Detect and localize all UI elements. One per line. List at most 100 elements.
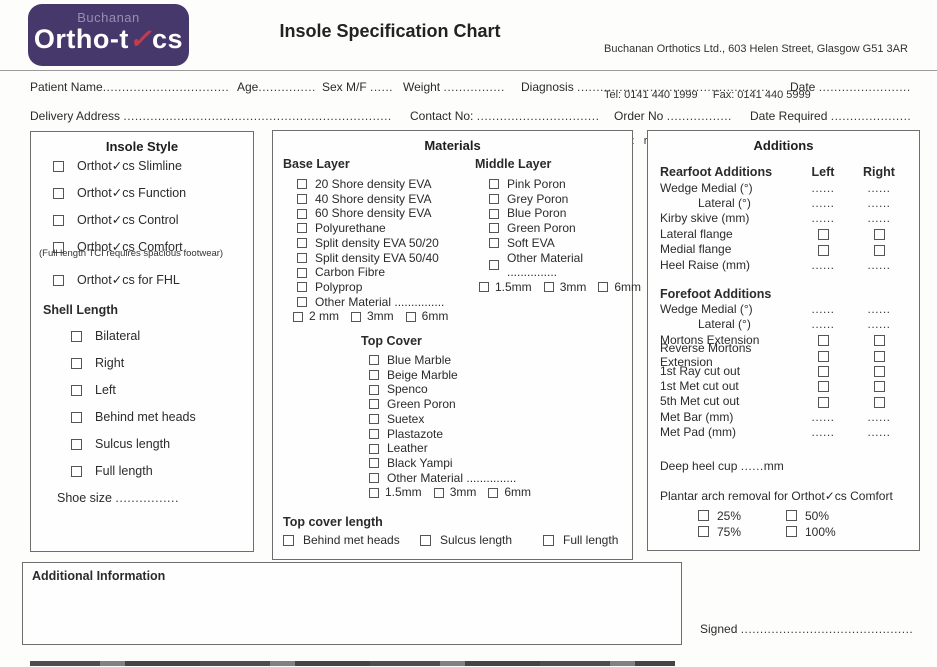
- kirby-skive-right-blank[interactable]: ......: [867, 211, 891, 226]
- checkbox-plantar-100[interactable]: [786, 526, 797, 538]
- checkbox-1st-ray-cut-out-right[interactable]: [873, 365, 885, 377]
- rearfoot-wedge-medial-right-blank[interactable]: ......: [867, 180, 891, 195]
- rearfoot-wedge-lateral-left-blank[interactable]: ......: [811, 196, 835, 211]
- checkbox-1st-met-cut-out-right[interactable]: [873, 381, 885, 393]
- checkbox-base-2mm[interactable]: [293, 311, 303, 322]
- rearfoot-wedge-medial-left-blank[interactable]: ......: [811, 180, 835, 195]
- heel-raise-right-blank[interactable]: ......: [867, 257, 891, 272]
- checkbox-polyurethane[interactable]: [297, 223, 307, 234]
- checkbox-bilateral[interactable]: [71, 331, 82, 342]
- checkbox-mortons-extension-right[interactable]: [873, 335, 885, 347]
- checkbox-top-6mm[interactable]: [488, 487, 499, 498]
- checkbox-sulcus-length[interactable]: [71, 439, 82, 450]
- checkbox-right[interactable]: [71, 358, 82, 369]
- age-blank[interactable]: ...............: [258, 80, 316, 94]
- checkbox-orthotics-fhl[interactable]: [53, 275, 64, 286]
- checkbox-tcl-full-length[interactable]: [543, 534, 554, 546]
- checkbox-base-6mm[interactable]: [405, 311, 416, 322]
- checkbox-top-1-5mm[interactable]: [369, 487, 379, 498]
- checkbox-plantar-25[interactable]: [698, 510, 709, 522]
- forefoot-wedge-medial-right-blank[interactable]: ......: [867, 302, 891, 317]
- checkbox-grey-poron[interactable]: [489, 194, 499, 205]
- checkbox-orthotics-slimline[interactable]: [53, 161, 64, 172]
- checkbox-green-poron-middle[interactable]: [489, 223, 499, 234]
- order-no-blank[interactable]: .................: [666, 109, 732, 123]
- checkbox-orthotics-comfort[interactable]: [53, 242, 64, 253]
- checkbox-20-shore-eva[interactable]: [297, 179, 307, 190]
- checkbox-polyprop[interactable]: [297, 282, 307, 293]
- checkbox-5th-met-cut-out-left[interactable]: [817, 396, 829, 408]
- checkbox-tcl-sulcus-length[interactable]: [420, 534, 431, 546]
- checkbox-middle-other-material[interactable]: [489, 260, 499, 271]
- checkbox-left[interactable]: [71, 385, 82, 396]
- checkbox-soft-eva[interactable]: [489, 238, 499, 249]
- checkbox-tcl-behind-met-heads[interactable]: [283, 534, 294, 546]
- checkbox-blue-poron[interactable]: [489, 208, 499, 219]
- checkbox-spenco[interactable]: [369, 384, 379, 395]
- checkbox-medial-flange-right[interactable]: [873, 244, 885, 256]
- checkbox-pink-poron[interactable]: [489, 179, 499, 190]
- additional-information-box[interactable]: Additional Information: [22, 562, 682, 645]
- checkbox-blue-marble[interactable]: [369, 355, 379, 366]
- weight-blank[interactable]: ................: [443, 80, 505, 94]
- shell-length-option: Full length: [71, 464, 253, 479]
- checkbox-5th-met-cut-out-right[interactable]: [873, 396, 885, 408]
- heel-raise-left-blank[interactable]: ......: [811, 257, 835, 272]
- met-bar-left-blank[interactable]: ......: [811, 409, 835, 424]
- checkbox-carbon-fibre[interactable]: [297, 267, 307, 278]
- checkbox-behind-met-heads[interactable]: [71, 412, 82, 423]
- checkbox-middle-1-5mm[interactable]: [479, 282, 489, 293]
- contact-no-blank[interactable]: ................................: [476, 109, 600, 123]
- forefoot-wedge-medial-left-blank[interactable]: ......: [811, 302, 835, 317]
- met-bar-right-blank[interactable]: ......: [867, 409, 891, 424]
- option-label: Sulcus length: [95, 437, 171, 451]
- checkbox-black-yampi[interactable]: [369, 458, 379, 469]
- checkbox-orthotics-function[interactable]: [53, 188, 64, 199]
- checkbox-plantar-50[interactable]: [786, 510, 797, 522]
- checkbox-base-3mm[interactable]: [351, 311, 361, 322]
- date-required-blank[interactable]: .....................: [830, 109, 912, 123]
- checkbox-60-shore-eva[interactable]: [297, 208, 307, 219]
- checkbox-middle-3mm[interactable]: [543, 282, 554, 293]
- checkbox-lateral-flange-left[interactable]: [817, 229, 829, 241]
- rearfoot-wedge-lateral-right-blank[interactable]: ......: [867, 196, 891, 211]
- checkbox-top-3mm[interactable]: [433, 487, 444, 498]
- checkbox-top-other-material[interactable]: [369, 473, 379, 483]
- checkbox-reverse-mortons-left[interactable]: [817, 350, 829, 362]
- date-blank[interactable]: ........................: [818, 80, 911, 94]
- delivery-address-blank[interactable]: ........................................…: [123, 109, 392, 123]
- checkbox-leather[interactable]: [369, 443, 379, 454]
- met-pad-right-blank[interactable]: ......: [867, 425, 891, 440]
- checkbox-beige-marble[interactable]: [369, 370, 379, 381]
- forefoot-wedge-lateral-right-blank[interactable]: ......: [867, 317, 891, 332]
- checkbox-40-shore-eva[interactable]: [297, 194, 307, 205]
- base-layer-option: 60 Shore density EVA: [297, 206, 475, 221]
- checkbox-middle-6mm[interactable]: [598, 282, 609, 293]
- checkbox-lateral-flange-right[interactable]: [873, 229, 885, 241]
- checkbox-plantar-75[interactable]: [698, 526, 709, 538]
- sex-blank[interactable]: ......: [370, 80, 394, 94]
- signed-blank[interactable]: ........................................…: [740, 622, 914, 636]
- checkbox-full-length[interactable]: [71, 466, 82, 477]
- kirby-skive-left-blank[interactable]: ......: [811, 211, 835, 226]
- checkbox-1st-ray-cut-out-left[interactable]: [817, 365, 829, 377]
- met-pad-left-blank[interactable]: ......: [811, 425, 835, 440]
- diagnosis-blank[interactable]: ........................................…: [577, 80, 769, 94]
- patient-name-blank[interactable]: .................................: [102, 80, 230, 94]
- checkbox-mortons-extension-left[interactable]: [817, 335, 829, 347]
- checkbox-medial-flange-left[interactable]: [817, 244, 829, 256]
- deep-heel-cup-blank[interactable]: ......: [740, 458, 764, 473]
- forefoot-wedge-lateral-left-blank[interactable]: ......: [811, 317, 835, 332]
- checkbox-base-other-material[interactable]: [297, 296, 307, 307]
- top-cover-length-option: Full length: [543, 533, 618, 547]
- shoe-size-blank[interactable]: ................: [115, 491, 179, 505]
- checkbox-plastazote[interactable]: [369, 428, 379, 439]
- checkbox-1st-met-cut-out-left[interactable]: [817, 381, 829, 393]
- checkbox-suetex[interactable]: [369, 414, 379, 425]
- checkbox-green-poron-top[interactable]: [369, 399, 379, 410]
- checkbox-reverse-mortons-right[interactable]: [873, 350, 885, 362]
- checkbox-split-eva-50-20[interactable]: [297, 238, 307, 249]
- checkbox-orthotics-control[interactable]: [53, 215, 64, 226]
- checkbox-split-eva-50-40[interactable]: [297, 252, 307, 263]
